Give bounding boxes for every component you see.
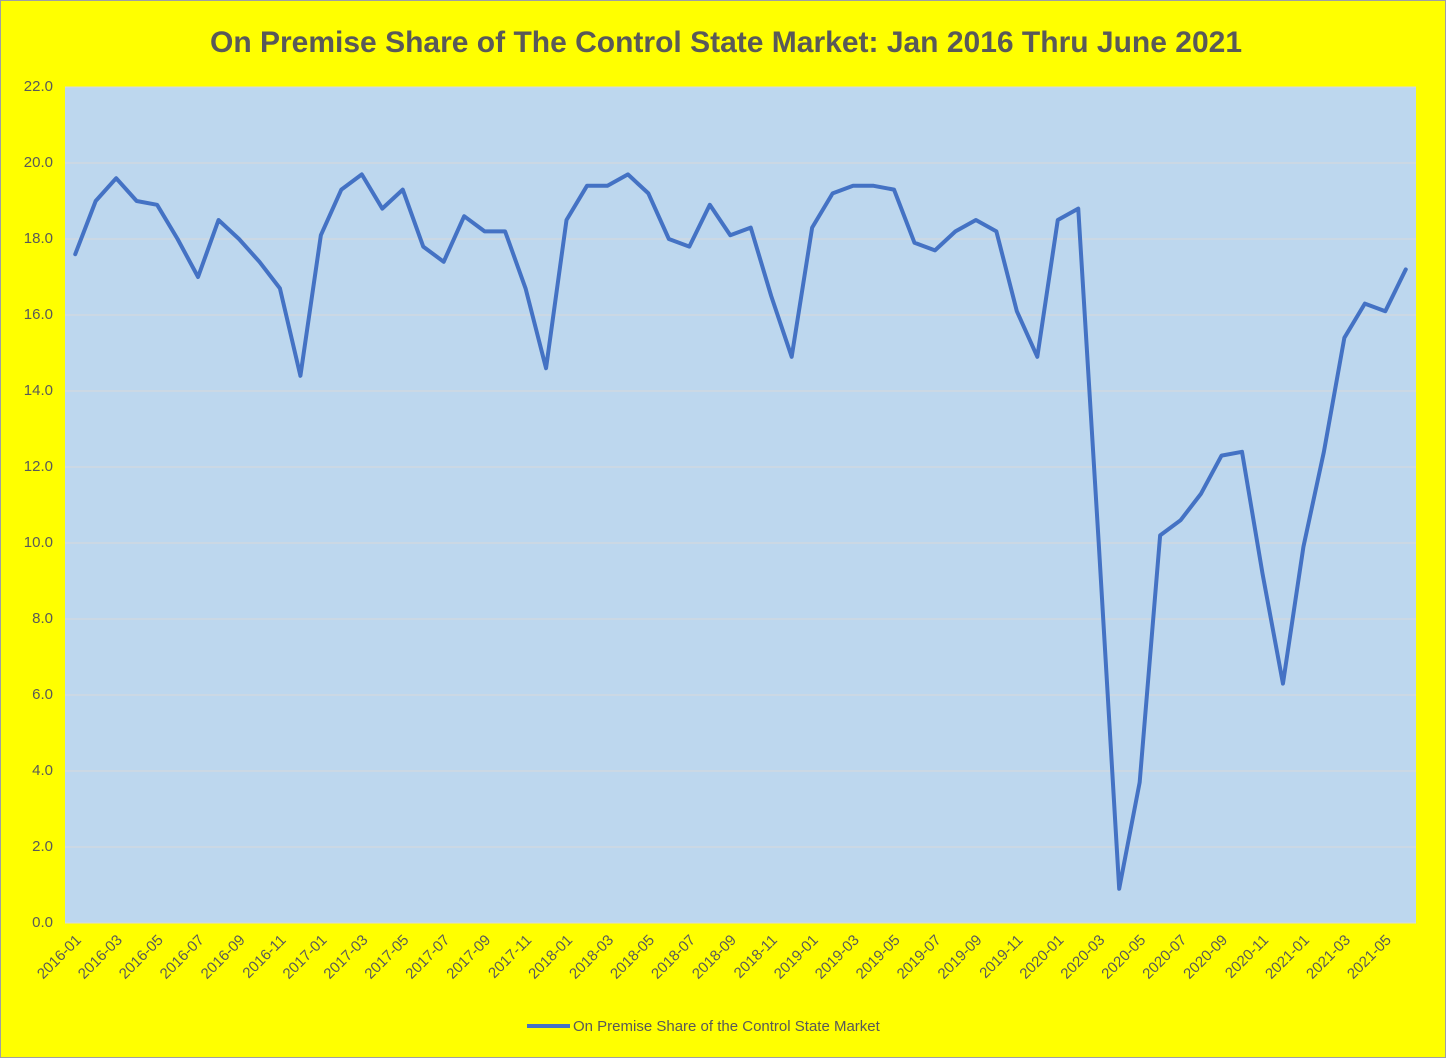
y-tick-label: 14.0 xyxy=(24,382,53,399)
y-tick-label: 22.0 xyxy=(24,78,53,95)
y-tick-label: 10.0 xyxy=(24,534,53,551)
chart-title: On Premise Share of The Control State Ma… xyxy=(210,26,1242,59)
y-tick-label: 4.0 xyxy=(32,762,53,779)
data-line xyxy=(73,172,1408,891)
y-tick-label: 0.0 xyxy=(32,914,53,931)
y-tick-label: 2.0 xyxy=(32,838,53,855)
y-tick-label: 12.0 xyxy=(24,458,53,475)
y-tick-label: 8.0 xyxy=(32,610,53,627)
y-tick-label: 20.0 xyxy=(24,154,53,171)
legend-label: On Premise Share of the Control State Ma… xyxy=(573,1018,881,1035)
plot-area xyxy=(65,87,1416,923)
y-tick-label: 6.0 xyxy=(32,686,53,703)
y-tick-label: 16.0 xyxy=(24,306,53,323)
y-tick-label: 18.0 xyxy=(24,230,53,247)
